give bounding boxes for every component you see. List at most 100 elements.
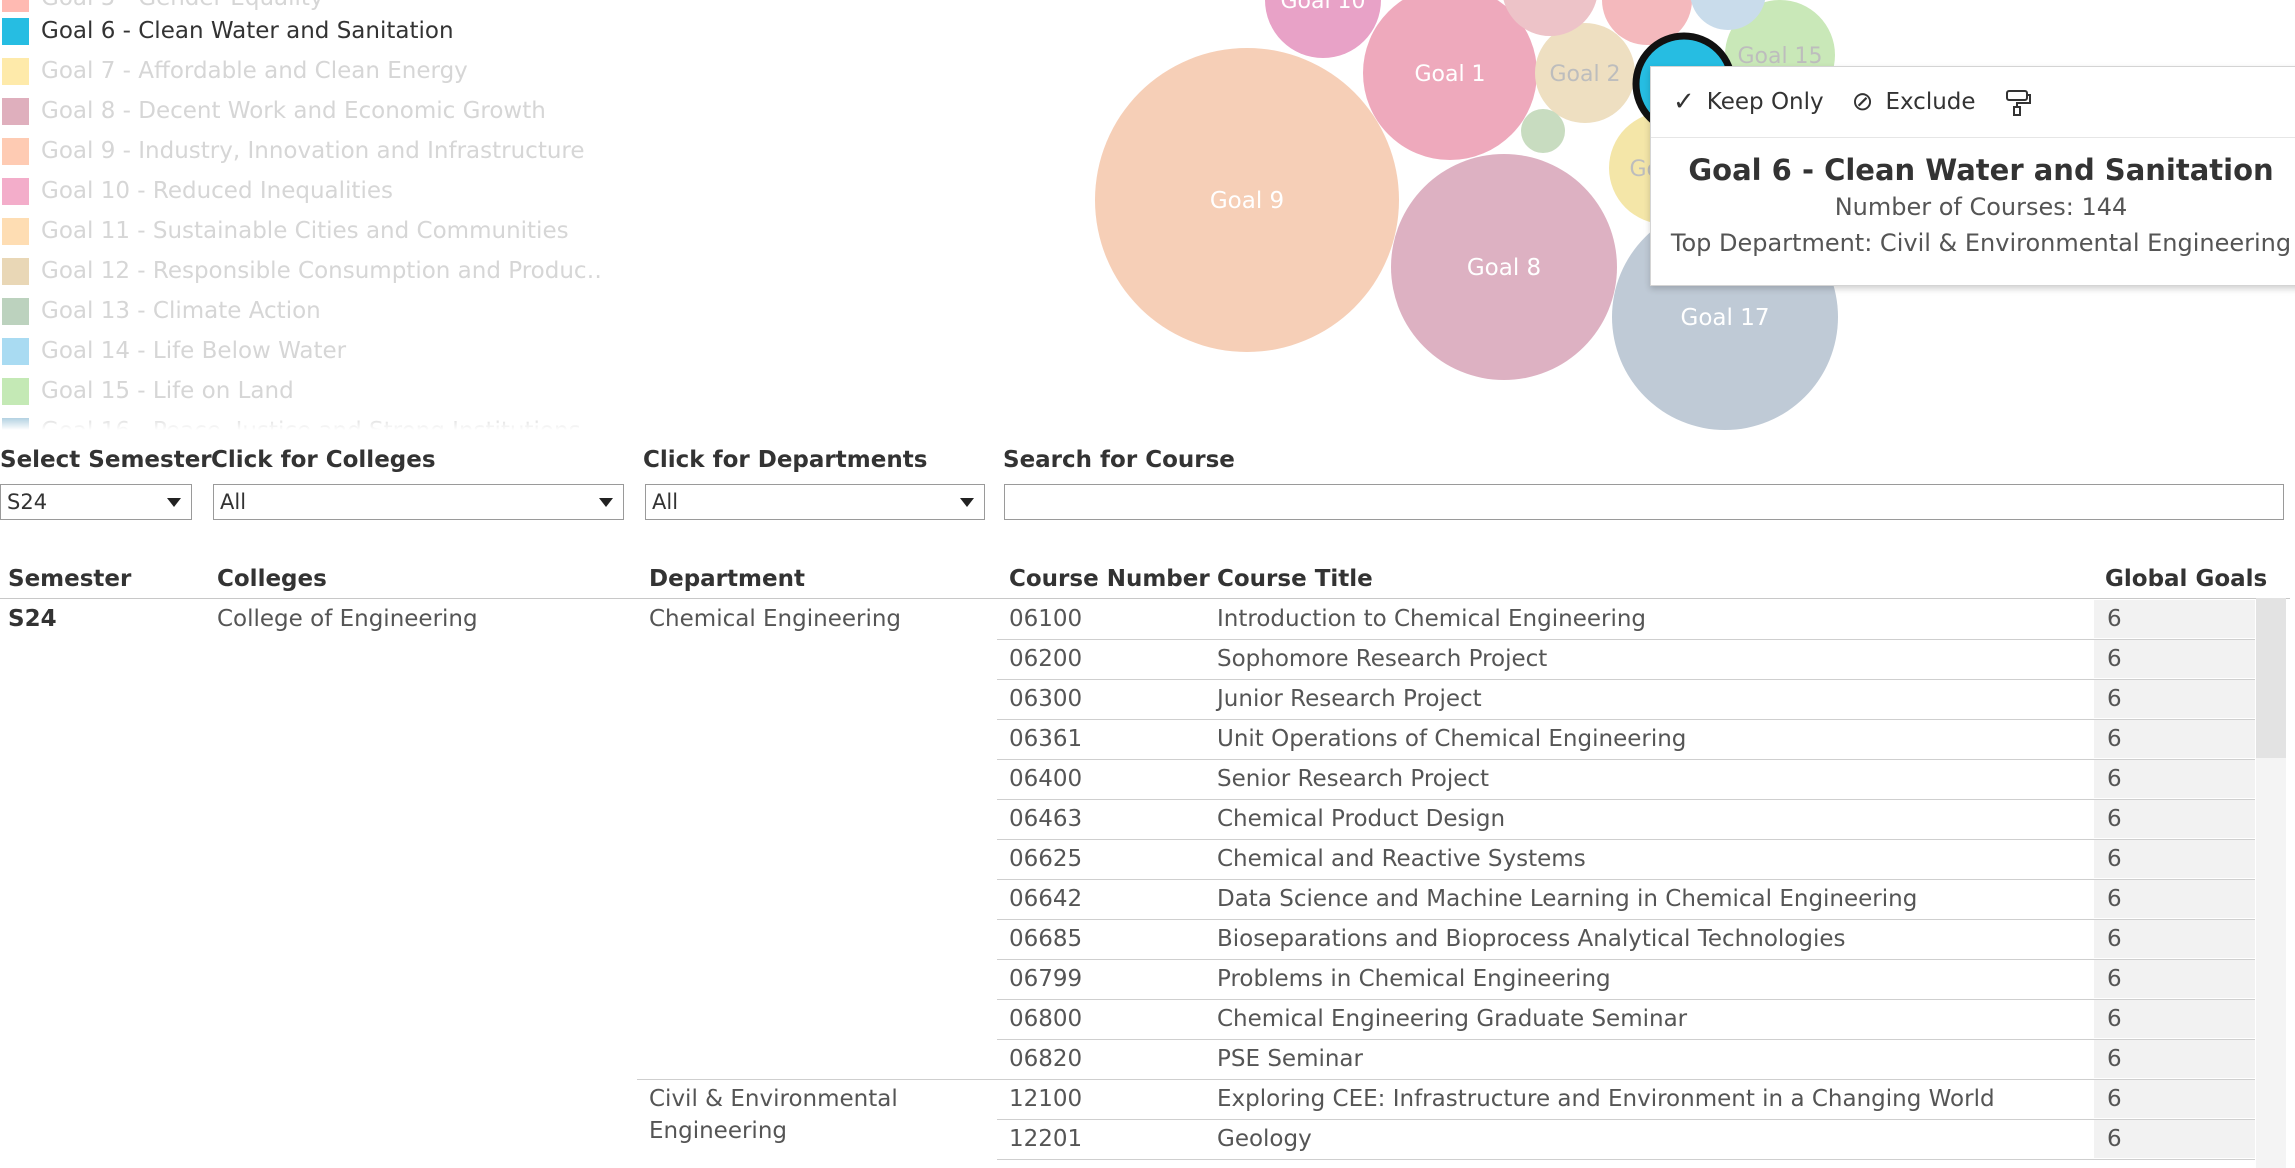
global-goals-cell: 6 — [2107, 646, 2122, 672]
course-number-cell: 06100 — [1009, 606, 1083, 632]
goal-bubble[interactable] — [1265, 0, 1381, 58]
legend-label: Goal 9 - Industry, Innovation and Infras… — [41, 138, 585, 164]
legend-label: Goal 6 - Clean Water and Sanitation — [41, 18, 454, 44]
goal-bubble[interactable] — [1502, 0, 1598, 36]
legend-swatch — [2, 297, 29, 325]
departments-filter-label: Click for Departments — [643, 447, 928, 473]
legend-label: Goal 8 - Decent Work and Economic Growth — [41, 98, 546, 124]
header-global-goals[interactable]: Global Goals — [2105, 566, 2268, 592]
semester-dropdown[interactable]: S24 — [0, 484, 192, 520]
departments-dropdown[interactable]: All — [645, 484, 985, 520]
row-divider — [997, 839, 2255, 840]
header-semester[interactable]: Semester — [8, 566, 132, 592]
legend-item[interactable]: Goal 7 - Affordable and Clean Energy — [2, 51, 468, 91]
global-goals-cell: 6 — [2107, 806, 2122, 832]
legend-item[interactable]: Goal 10 - Reduced Inequalities — [2, 171, 393, 211]
goal-bubble[interactable] — [1363, 0, 1537, 160]
departments-dropdown-value: All — [652, 490, 679, 514]
exclude-button[interactable]: ⊘ Exclude — [1852, 87, 1976, 117]
bubble-label: Goal 1 — [1414, 62, 1485, 87]
tooltip-title: Goal 6 - Clean Water and Sanitation — [1688, 153, 2274, 187]
goal-cell-bg — [2094, 840, 2255, 878]
tooltip-top-department: Top Department: Civil & Environmental En… — [1670, 229, 2292, 257]
course-title-cell: Chemical Engineering Graduate Seminar — [1217, 1006, 1688, 1032]
course-search-input[interactable] — [1004, 484, 2284, 520]
goal-bubble[interactable] — [1535, 23, 1635, 123]
legend-item-partial[interactable]: Goal 5 - Gender Equality — [2, 0, 324, 18]
row-divider — [997, 759, 2255, 760]
course-title-cell: Unit Operations of Chemical Engineering — [1217, 726, 1687, 752]
semester-filter-label: Select Semester — [0, 447, 212, 473]
bubble-label: Goal 17 — [1681, 305, 1770, 331]
course-title-cell: Geology — [1217, 1126, 1312, 1152]
department-cell: Chemical Engineering — [649, 606, 902, 632]
goal-cell-bg — [2094, 1000, 2255, 1038]
bubble-label: Goal 10 — [1280, 0, 1365, 14]
goal-bubble[interactable] — [1391, 154, 1617, 380]
keep-only-label: Keep Only — [1706, 89, 1824, 115]
exclude-icon: ⊘ — [1851, 87, 1874, 117]
goal-cell-bg — [2094, 1080, 2255, 1118]
goal-bubble[interactable] — [1095, 48, 1399, 352]
department-cell: Civil & Environmental — [649, 1086, 898, 1112]
goal-bubble[interactable] — [1602, 0, 1692, 45]
legend-label: Goal 13 - Climate Action — [41, 298, 321, 324]
goal-bubble[interactable] — [1690, 0, 1766, 30]
course-number-cell: 06400 — [1009, 766, 1083, 792]
legend-swatch — [2, 337, 29, 365]
legend-swatch — [2, 137, 29, 165]
department-divider — [637, 1079, 997, 1080]
legend-swatch — [2, 17, 29, 45]
legend-swatch — [2, 97, 29, 125]
legend-item[interactable]: Goal 15 - Life on Land — [2, 371, 294, 411]
global-goals-cell: 6 — [2107, 966, 2122, 992]
college-cell: College of Engineering — [217, 606, 478, 632]
legend-item[interactable]: Goal 12 - Responsible Consumption and Pr… — [2, 251, 600, 291]
goal-bubble[interactable] — [1521, 109, 1565, 153]
course-title-cell: Chemical and Reactive Systems — [1217, 846, 1586, 872]
global-goals-cell: 6 — [2107, 726, 2122, 752]
course-number-cell: 06799 — [1009, 966, 1083, 992]
course-number-cell: 06300 — [1009, 686, 1083, 712]
semester-cell: S24 — [8, 606, 57, 632]
global-goals-cell: 6 — [2107, 606, 2122, 632]
row-divider — [997, 1079, 2255, 1080]
semester-dropdown-value: S24 — [7, 490, 48, 514]
goal-cell-bg — [2094, 760, 2255, 798]
legend-label: Goal 10 - Reduced Inequalities — [41, 178, 393, 204]
course-number-cell: 06685 — [1009, 926, 1083, 952]
keep-only-button[interactable]: ✓ Keep Only — [1673, 87, 1824, 117]
course-title-cell: Problems in Chemical Engineering — [1217, 966, 1611, 992]
header-course-title[interactable]: Course Title — [1217, 566, 1373, 592]
colleges-filter-label: Click for Colleges — [211, 447, 436, 473]
course-title-cell: Exploring CEE: Infrastructure and Enviro… — [1217, 1086, 1995, 1112]
course-number-cell: 06642 — [1009, 886, 1083, 912]
global-goals-cell: 6 — [2107, 846, 2122, 872]
header-course-number[interactable]: Course Number — [1009, 566, 1210, 592]
legend-item[interactable]: Goal 11 - Sustainable Cities and Communi… — [2, 211, 569, 251]
global-goals-cell: 6 — [2107, 1006, 2122, 1032]
legend-item[interactable]: Goal 6 - Clean Water and Sanitation — [2, 11, 454, 51]
course-number-cell: 06361 — [1009, 726, 1083, 752]
table-scroll-thumb[interactable] — [2256, 598, 2286, 758]
legend-item[interactable]: Goal 9 - Industry, Innovation and Infras… — [2, 131, 585, 171]
colleges-dropdown[interactable]: All — [213, 484, 624, 520]
chevron-down-icon — [599, 498, 613, 507]
goal-cell-bg — [2094, 920, 2255, 958]
row-divider — [997, 1119, 2255, 1120]
legend-item[interactable]: Goal 8 - Decent Work and Economic Growth — [2, 91, 546, 131]
goal-cell-bg — [2094, 1040, 2255, 1078]
course-title-cell: Senior Research Project — [1217, 766, 1490, 792]
highlight-button[interactable] — [2004, 88, 2032, 116]
goal-cell-bg — [2094, 680, 2255, 718]
legend-item[interactable]: Goal 13 - Climate Action — [2, 291, 321, 331]
legend-label: Goal 12 - Responsible Consumption and Pr… — [41, 258, 600, 284]
legend-item[interactable]: Goal 14 - Life Below Water — [2, 331, 346, 371]
paint-roller-icon — [2005, 90, 2031, 116]
course-title-cell: Introduction to Chemical Engineering — [1217, 606, 1647, 632]
legend-fade — [0, 416, 600, 430]
legend-label: Goal 7 - Affordable and Clean Energy — [41, 58, 468, 84]
header-department[interactable]: Department — [649, 566, 805, 592]
header-colleges[interactable]: Colleges — [217, 566, 327, 592]
bubble-label: Goal 8 — [1467, 255, 1541, 281]
